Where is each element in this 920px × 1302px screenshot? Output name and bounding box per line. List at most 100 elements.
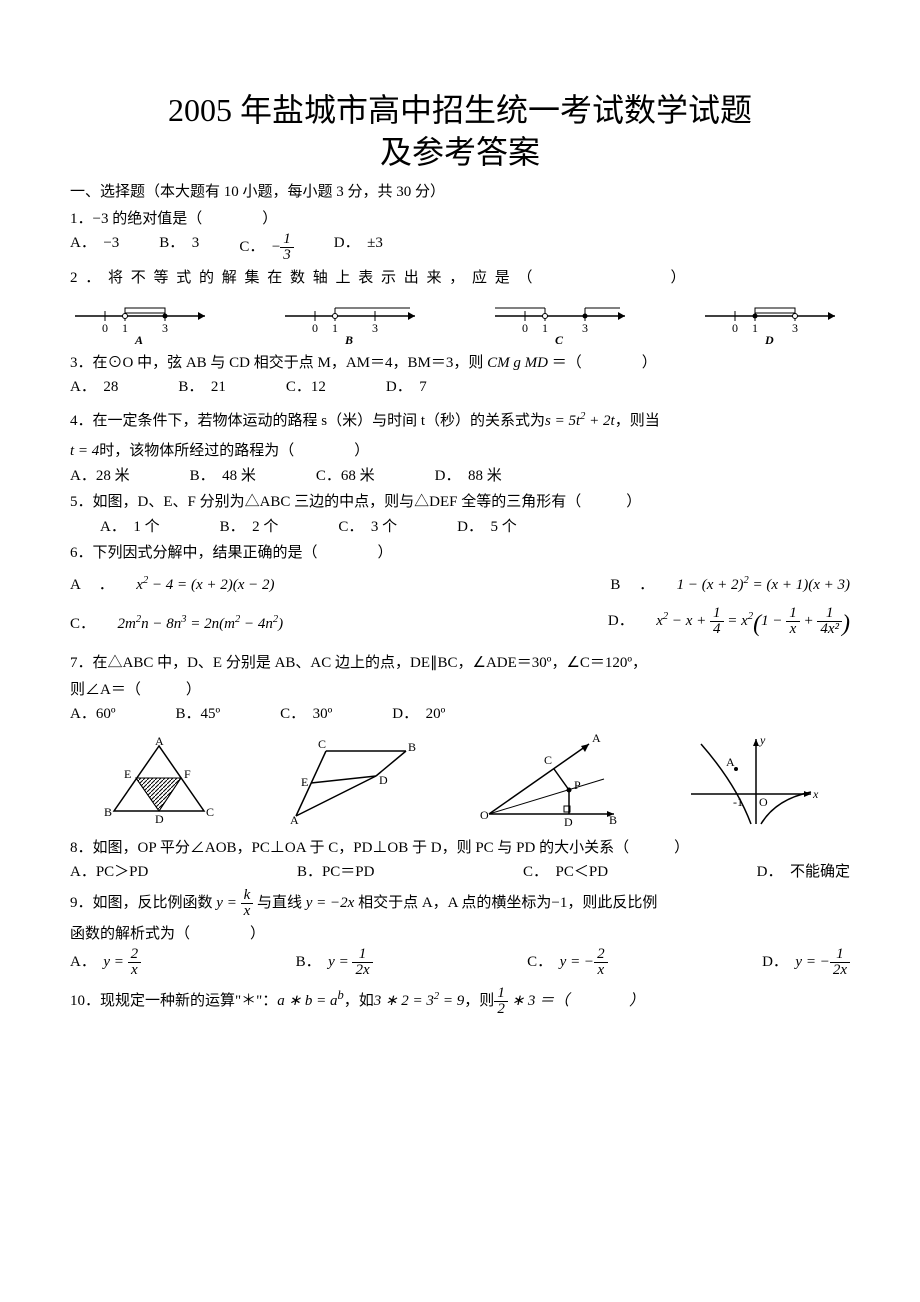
q8-options: A．PC＞PD B．PC＝PD C． PC＜PD D． 不能确定 bbox=[70, 861, 850, 884]
svg-text:-1: -1 bbox=[733, 795, 743, 809]
q7-stem: 7．在△ABC 中，D、E 分别是 AB、AC 边上的点，DE∥BC，∠ADE＝… bbox=[70, 655, 647, 671]
svg-text:E: E bbox=[124, 767, 131, 781]
svg-text:C: C bbox=[318, 737, 326, 751]
q2-stem: 2 ． 将 不 等 式 的 解 集 在 数 轴 上 表 示 出 来 ， 应 是 … bbox=[70, 270, 688, 286]
svg-text:x: x bbox=[812, 787, 819, 801]
svg-text:C: C bbox=[206, 805, 214, 819]
q1-options: A． −3 B． 3 C． −13 D． ±3 bbox=[70, 232, 850, 263]
q2-numberlines: 013 A 013 B 013 C 013 bbox=[70, 296, 850, 346]
q3-stem-post: ＝（ ） bbox=[548, 355, 657, 371]
question-8: 8．如图，OP 平分∠AOB，PC⊥OA 于 C，PD⊥OB 于 D，则 PC … bbox=[70, 837, 850, 860]
svg-text:0: 0 bbox=[102, 321, 108, 335]
q1-stem: 1．−3 的绝对值是（ ） bbox=[70, 211, 277, 227]
page-title: 2005 年盐城市高中招生统一考试数学试题 及参考答案 bbox=[70, 90, 850, 173]
q3-opt-d: D． 7 bbox=[386, 376, 427, 399]
q4-options: A．28 米 B． 48 米 C．68 米 D． 88 米 bbox=[70, 465, 850, 488]
q7-stem2: 则∠A＝（ ） bbox=[70, 682, 201, 698]
q5-stem: 5．如图，D、E、F 分别为△ABC 三边的中点，则与△DEF 全等的三角形有（… bbox=[70, 494, 641, 510]
svg-text:0: 0 bbox=[732, 321, 738, 335]
q3-options: A． 28 B． 21 C．12 D． 7 bbox=[70, 376, 850, 399]
svg-text:0: 0 bbox=[522, 321, 528, 335]
q6-row1: A ． x2 − 4 = (x + 2)(x − 2) B ． 1 − (x +… bbox=[70, 573, 850, 597]
figure-reciprocal-graph: A Oxy -1 bbox=[681, 734, 821, 829]
question-1: 1．−3 的绝对值是（ ） bbox=[70, 208, 850, 231]
question-10: 10．现规定一种新的运算"＊"：a ∗ b = ab，如3 ∗ 2 = 32 =… bbox=[70, 986, 850, 1017]
question-7-line2: 则∠A＝（ ） bbox=[70, 679, 850, 702]
figure-parallel-de: ACB ED bbox=[276, 736, 416, 826]
q4-opt-b: B． 48 米 bbox=[190, 465, 256, 488]
q9-stem-mid: 与直线 bbox=[253, 895, 306, 911]
q3-math: CM g MD bbox=[487, 355, 548, 371]
q10-stem-post: ，则 bbox=[464, 993, 494, 1009]
q7-opt-a: A．60º bbox=[70, 703, 115, 726]
svg-text:0: 0 bbox=[312, 321, 318, 335]
q8-stem: 8．如图，OP 平分∠AOB，PC⊥OA 于 C，PD⊥OB 于 D，则 PC … bbox=[70, 840, 689, 856]
q6-opt-b: B ． 1 − (x + 2)2 = (x + 1)(x + 3) bbox=[610, 573, 850, 597]
q4-opt-c: C．68 米 bbox=[316, 465, 375, 488]
q5-opt-c: C． 3 个 bbox=[338, 516, 397, 539]
q7-opt-b: B．45º bbox=[175, 703, 220, 726]
q4-stem1-math: s = 5t2 + 2t bbox=[545, 413, 615, 429]
q6-opt-d: D． x2 − x + 14 = x2(1 − 1x + 14x²) bbox=[608, 606, 850, 642]
q4-opt-d: D． 88 米 bbox=[435, 465, 502, 488]
q3-opt-c: C．12 bbox=[286, 376, 326, 399]
q8-opt-c: C． PC＜PD bbox=[523, 861, 608, 884]
svg-text:F: F bbox=[184, 767, 191, 781]
svg-text:C: C bbox=[555, 333, 564, 346]
q8-opt-d: D． 不能确定 bbox=[757, 861, 850, 884]
q1-opt-b: B． 3 bbox=[159, 232, 199, 263]
svg-text:A: A bbox=[290, 813, 299, 826]
q8-opt-b: B．PC＝PD bbox=[297, 861, 375, 884]
svg-text:O: O bbox=[480, 808, 489, 822]
q1-opt-a: A． −3 bbox=[70, 232, 119, 263]
svg-text:3: 3 bbox=[162, 321, 168, 335]
q3-opt-a: A． 28 bbox=[70, 376, 118, 399]
q9-opt-d: D． y = −12x bbox=[762, 947, 850, 978]
q9-stem2: 函数的解析式为（ ） bbox=[70, 926, 265, 942]
q4-opt-a: A．28 米 bbox=[70, 465, 130, 488]
question-4: 4．在一定条件下，若物体运动的路程 s（米）与时间 t（秒）的关系式为s = 5… bbox=[70, 409, 850, 433]
q1-opt-c: C． −13 bbox=[239, 232, 293, 263]
q6-opt-c: C． 2m2n − 8n3 = 2n(m2 − 4n2) bbox=[70, 612, 283, 636]
q5-opt-d: D． 5 个 bbox=[457, 516, 517, 539]
q3-stem-pre: 3．在⊙O 中，弦 AB 与 CD 相交于点 M，AM＝4，BM＝3，则 bbox=[70, 355, 487, 371]
svg-text:1: 1 bbox=[542, 321, 548, 335]
svg-text:B: B bbox=[408, 740, 416, 754]
q7-options: A．60º B．45º C． 30º D． 20º bbox=[70, 703, 850, 726]
q5-options: A． 1 个 B． 2 个 C． 3 个 D． 5 个 bbox=[70, 516, 850, 539]
q5-opt-a: A． 1 个 bbox=[100, 516, 160, 539]
q5-opt-b: B． 2 个 bbox=[220, 516, 279, 539]
q1-opt-d: D． ±3 bbox=[334, 232, 383, 263]
q7-opt-c: C． 30º bbox=[280, 703, 332, 726]
svg-text:A: A bbox=[155, 736, 164, 748]
q9-opt-c: C． y = −2x bbox=[527, 947, 607, 978]
q4-stem1-pre: 4．在一定条件下，若物体运动的路程 s（米）与时间 t（秒）的关系式为 bbox=[70, 413, 545, 429]
svg-text:C: C bbox=[544, 753, 552, 767]
q4-stem2-math: t = 4 bbox=[70, 443, 99, 459]
svg-text:1: 1 bbox=[332, 321, 338, 335]
numberline-d: 013 D bbox=[700, 296, 850, 346]
q6-opt-a: A ． x2 − 4 = (x + 2)(x − 2) bbox=[70, 573, 275, 597]
q9-opt-b: B． y = 12x bbox=[296, 947, 373, 978]
q9-opt-a: A． y = 2x bbox=[70, 947, 141, 978]
numberline-a: 01 3 A bbox=[70, 296, 220, 346]
svg-text:B: B bbox=[104, 805, 112, 819]
q9-stem-post: 相交于点 A，A 点的横坐标为−1，则此反比例 bbox=[354, 895, 657, 911]
q4-stem1-post: ，则当 bbox=[615, 413, 660, 429]
svg-text:1: 1 bbox=[122, 321, 128, 335]
q6-stem: 6．下列因式分解中，结果正确的是（ ） bbox=[70, 545, 393, 561]
q10-stem-end: ∗ 3 ＝（ ） bbox=[508, 993, 644, 1009]
figure-angle-bisector: OAB CDP bbox=[474, 734, 624, 829]
q9-stem-pre: 9．如图，反比例函数 bbox=[70, 895, 216, 911]
svg-text:A: A bbox=[134, 333, 143, 346]
question-4-line2: t = 4时，该物体所经过的路程为（ ） bbox=[70, 440, 850, 463]
svg-text:P: P bbox=[574, 778, 581, 792]
q7-opt-d: D． 20º bbox=[392, 703, 445, 726]
section-1-header: 一、选择题（本大题有 10 小题，每小题 3 分，共 30 分） bbox=[70, 181, 850, 204]
q10-stem-mid: ，如 bbox=[344, 993, 374, 1009]
question-9-line2: 函数的解析式为（ ） bbox=[70, 923, 850, 946]
svg-text:A: A bbox=[726, 755, 735, 769]
question-2: 2 ． 将 不 等 式 的 解 集 在 数 轴 上 表 示 出 来 ， 应 是 … bbox=[70, 267, 850, 290]
svg-text:O: O bbox=[759, 795, 768, 809]
title-line-1: 2005 年盐城市高中招生统一考试数学试题 bbox=[168, 92, 752, 128]
